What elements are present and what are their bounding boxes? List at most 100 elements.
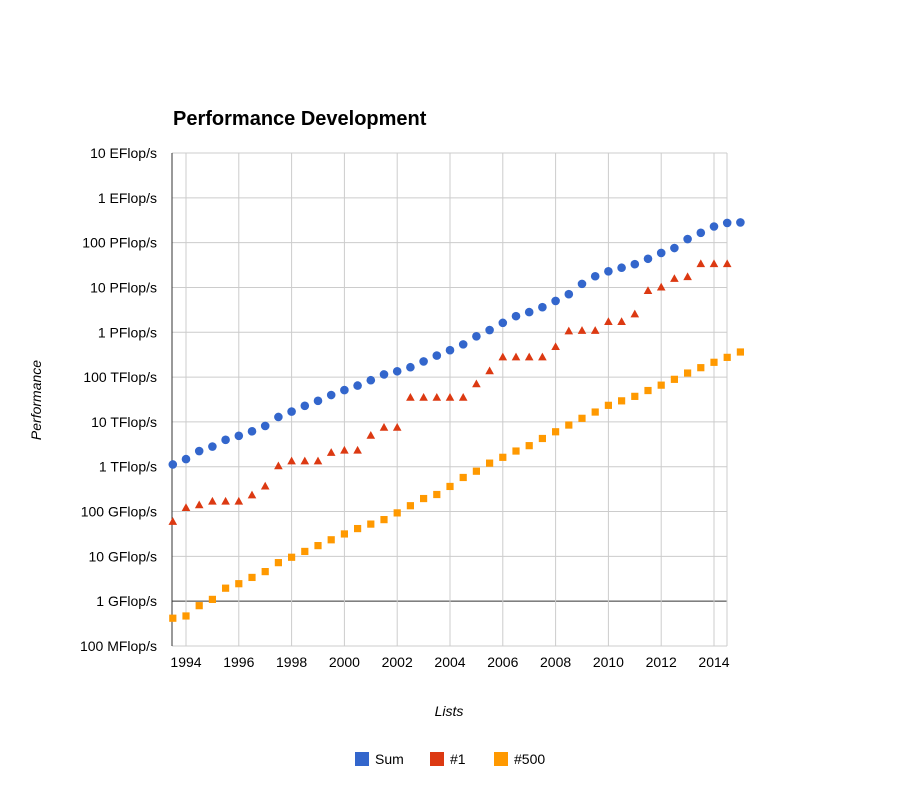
data-point xyxy=(379,370,389,379)
data-point xyxy=(235,580,243,588)
data-point xyxy=(353,381,362,390)
data-point xyxy=(445,345,455,355)
y-tick-label: 1 TFlop/s xyxy=(99,459,157,475)
data-point xyxy=(301,547,309,556)
data-point xyxy=(234,431,244,441)
data-point xyxy=(458,340,468,349)
data-point xyxy=(221,496,230,505)
data-point xyxy=(195,602,203,610)
data-point xyxy=(670,243,679,253)
legend-swatch xyxy=(355,752,369,766)
x-tick-label: 2014 xyxy=(698,654,729,670)
data-point xyxy=(260,481,270,490)
data-point xyxy=(577,279,587,289)
data-point xyxy=(524,307,534,317)
data-point xyxy=(564,289,574,299)
data-point xyxy=(181,454,191,464)
data-marks xyxy=(168,218,745,622)
data-point xyxy=(406,502,414,510)
data-point xyxy=(168,517,178,525)
data-point xyxy=(670,274,679,282)
x-tick-label: 2004 xyxy=(434,654,465,670)
data-point xyxy=(274,412,283,422)
series-sum xyxy=(168,218,745,469)
data-point xyxy=(446,482,454,491)
y-tick-labels: 100 MFlop/s 1 GFlop/s 10 GFlop/s 100 GFlop/… xyxy=(80,145,157,654)
x-tick-label: 1996 xyxy=(223,654,254,670)
data-point xyxy=(247,427,257,436)
data-point xyxy=(419,392,428,401)
data-point xyxy=(169,614,177,622)
data-point xyxy=(261,568,269,576)
legend-label: #500 xyxy=(514,751,545,767)
x-tick-label: 2006 xyxy=(487,654,518,670)
data-point xyxy=(736,218,745,227)
data-point xyxy=(406,362,415,372)
data-point xyxy=(326,448,336,456)
data-point xyxy=(604,401,612,409)
x-tick-label: 2010 xyxy=(593,654,624,670)
data-point xyxy=(194,500,204,509)
data-point xyxy=(710,358,718,366)
data-point xyxy=(393,509,401,517)
data-point xyxy=(657,381,665,389)
data-point xyxy=(683,234,692,244)
data-point xyxy=(181,503,191,511)
data-point xyxy=(656,248,666,258)
data-point xyxy=(670,375,678,383)
data-point xyxy=(234,496,244,505)
data-point xyxy=(472,467,480,475)
data-point xyxy=(458,392,468,401)
y-tick-label: 100 PFlop/s xyxy=(82,235,157,251)
data-point xyxy=(432,351,442,360)
x-tick-label: 2002 xyxy=(382,654,413,670)
data-point xyxy=(379,422,389,431)
data-point xyxy=(723,353,731,361)
data-point xyxy=(380,516,388,524)
data-point xyxy=(459,473,467,482)
data-point xyxy=(340,445,349,454)
data-point xyxy=(300,456,310,465)
data-point xyxy=(208,442,217,451)
data-point xyxy=(327,536,335,544)
data-point xyxy=(340,530,348,538)
data-point xyxy=(182,612,190,620)
data-point xyxy=(656,282,666,291)
data-point xyxy=(353,445,362,454)
data-point xyxy=(577,326,587,334)
x-tick-label: 2012 xyxy=(646,654,677,670)
data-point xyxy=(551,296,560,306)
data-point xyxy=(604,267,613,276)
y-tick-label: 10 GFlop/s xyxy=(89,548,157,564)
y-axis-title: Performance xyxy=(28,360,44,440)
data-point xyxy=(722,259,732,268)
y-tick-label: 10 EFlop/s xyxy=(90,145,157,161)
x-tick-label: 1994 xyxy=(170,654,201,670)
data-point xyxy=(499,453,507,461)
data-point xyxy=(472,332,481,341)
data-point xyxy=(326,390,336,400)
data-point xyxy=(367,520,375,528)
data-point xyxy=(643,286,653,295)
legend-swatch xyxy=(494,752,508,766)
series-500 xyxy=(169,348,744,622)
x-tick-labels: 1994 1996 1998 2000 2002 2004 2006 2008 2010 2012… xyxy=(170,654,729,670)
data-point xyxy=(684,369,692,377)
data-point xyxy=(486,459,494,467)
y-tick-label: 100 GFlop/s xyxy=(81,504,157,520)
x-tick-label: 2008 xyxy=(540,654,571,670)
data-point xyxy=(643,254,653,264)
data-point xyxy=(538,352,547,361)
data-point xyxy=(538,302,547,312)
data-point xyxy=(260,421,270,431)
data-point xyxy=(432,392,442,401)
data-point xyxy=(313,456,323,465)
x-tick-label: 2000 xyxy=(329,654,360,670)
data-point xyxy=(221,435,230,445)
data-point xyxy=(736,348,744,356)
data-point xyxy=(392,422,402,431)
data-point xyxy=(604,317,613,325)
legend-label: Sum xyxy=(375,751,404,767)
y-tick-label: 10 TFlop/s xyxy=(91,414,157,430)
